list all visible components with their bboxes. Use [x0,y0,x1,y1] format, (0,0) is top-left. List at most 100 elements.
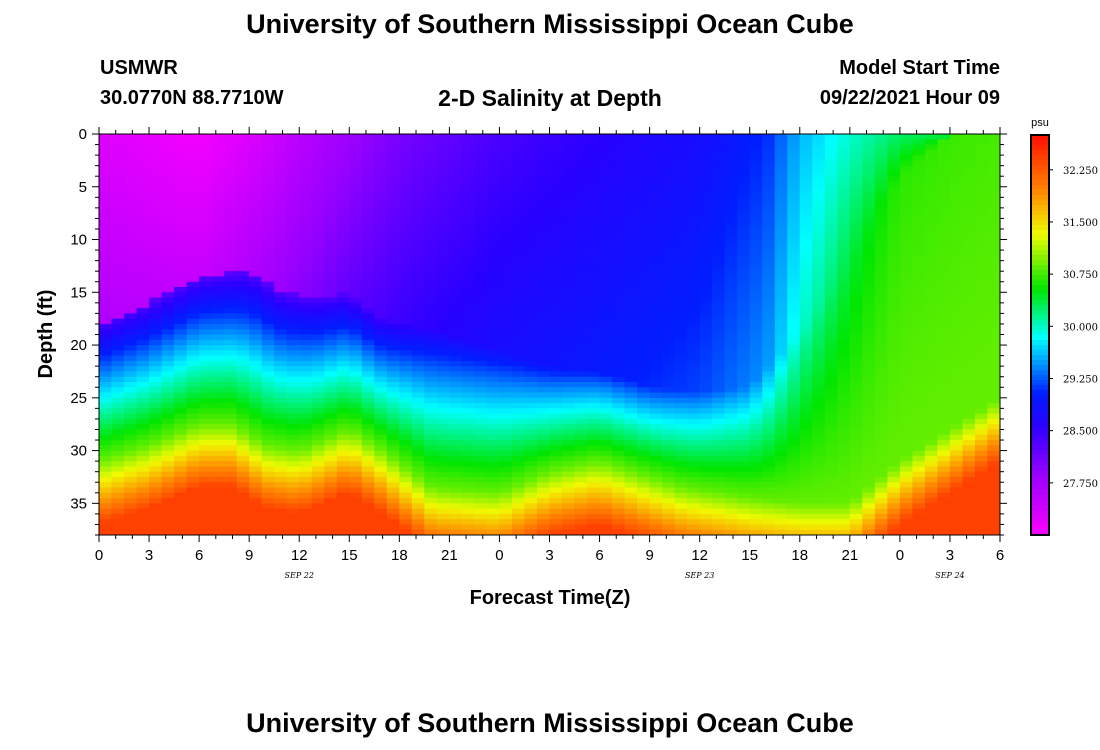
heatmap-cell [236,313,250,320]
heatmap-cell [449,429,463,436]
heatmap-cell [787,139,801,146]
heatmap-cell [474,218,488,225]
heatmap-cell [349,234,363,241]
heatmap-cell [737,170,751,177]
heatmap-cell [474,165,488,172]
heatmap-cell [687,244,701,251]
heatmap-cell [724,155,738,161]
heatmap-cell [624,498,638,504]
heatmap-cell [161,403,175,409]
heatmap-cell [274,155,288,161]
heatmap-cell [299,244,313,251]
heatmap-cell [574,160,588,167]
heatmap-cell [637,381,651,388]
heatmap-cell [649,397,663,404]
heatmap-cell [486,366,501,373]
heatmap-cell [274,250,288,256]
heatmap-cell [99,181,113,188]
heatmap-cell [774,139,788,146]
heatmap-cell [812,413,826,420]
heatmap-cell [624,508,638,515]
heatmap-cell [99,498,113,504]
heatmap-cell [837,466,851,473]
heatmap-cell [912,134,926,140]
heatmap-cell [787,308,801,314]
heatmap-cell [174,413,188,420]
heatmap-cell [286,160,300,167]
heatmap-cell [436,265,450,272]
heatmap-cell [536,387,551,394]
heatmap-cell [649,308,663,314]
heatmap-cell [411,281,425,288]
heatmap-cell [274,281,288,288]
heatmap-cell [536,413,551,420]
heatmap-cell [612,524,626,531]
heatmap-cell [274,413,288,420]
heatmap-cell [249,498,263,504]
heatmap-cell [824,519,838,526]
heatmap-cell [812,292,826,299]
heatmap-cell [136,440,150,446]
heatmap-cell [637,403,651,409]
heatmap-cell [324,498,338,504]
heatmap-cell [461,403,476,409]
heatmap-cell [549,345,563,351]
heatmap-cell [199,513,213,520]
heatmap-cell [449,355,463,362]
heatmap-cell [336,466,350,473]
heatmap-cell [637,429,651,436]
heatmap-cell [411,440,425,446]
heatmap-cell [899,524,913,531]
heatmap-cell [812,250,826,256]
heatmap-cell [774,450,788,457]
heatmap-cell [912,323,926,330]
heatmap-cell [336,487,350,494]
heatmap-cell [411,155,425,161]
heatmap-cell [149,350,163,357]
heatmap-cell [499,176,513,183]
heatmap-cell [612,139,626,146]
heatmap-cell [849,418,863,425]
heatmap-cell [324,287,338,293]
heatmap-cell [99,170,113,177]
heatmap-cell [274,192,288,198]
heatmap-cell [461,160,476,167]
heatmap-cell [361,297,375,304]
heatmap-cell [862,334,876,341]
heatmap-cell [874,476,888,483]
heatmap-cell [749,329,763,336]
heatmap-cell [799,302,813,309]
heatmap-cell [111,223,125,230]
heatmap-cell [424,250,438,256]
heatmap-cell [124,170,138,177]
heatmap-cell [737,403,751,409]
heatmap-cell [174,498,188,504]
heatmap-cell [637,202,651,209]
heatmap-cell [261,192,275,198]
heatmap-cell [612,487,626,494]
heatmap-cell [149,239,163,246]
heatmap-cell [324,155,338,161]
heatmap-cell [274,455,288,462]
heatmap-cell [186,508,200,515]
heatmap-cell [336,471,350,478]
heatmap-cell [549,202,563,209]
heatmap-cell [236,207,250,214]
heatmap-cell [124,524,138,531]
heatmap-cell [511,450,526,457]
heatmap-cell [737,186,751,193]
heatmap-cell [737,355,751,362]
heatmap-cell [762,244,776,251]
heatmap-cell [612,445,626,452]
heatmap-cell [374,413,388,420]
heatmap-cell [399,213,413,220]
heatmap-cell [599,355,613,362]
heatmap-cell [574,408,588,415]
heatmap-cell [424,255,438,262]
heatmap-cell [236,392,250,399]
heatmap-cell [374,228,388,235]
heatmap-cell [799,471,813,478]
heatmap-cell [774,165,788,172]
heatmap-cell [136,250,150,256]
heatmap-cell [249,218,263,225]
